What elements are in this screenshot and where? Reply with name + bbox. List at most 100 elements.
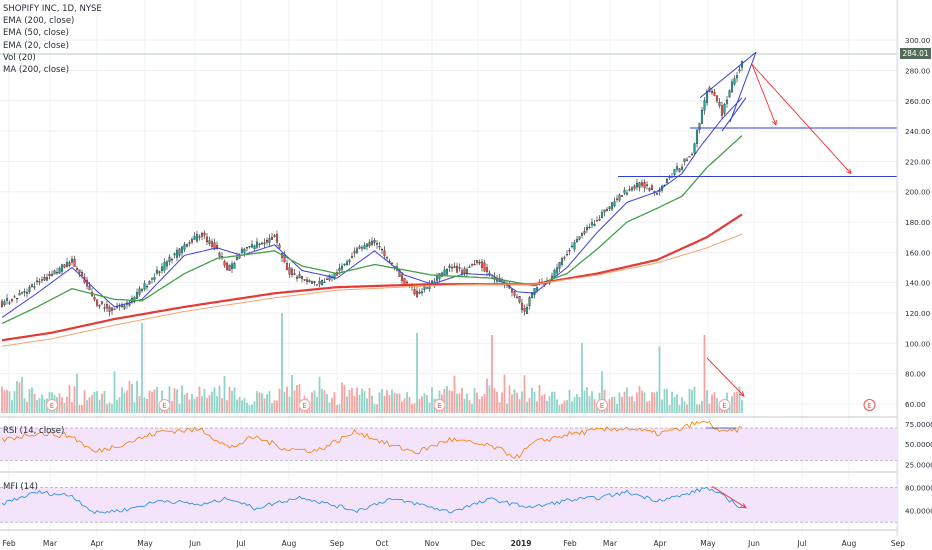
- volume-bar: [413, 403, 416, 413]
- candle: [210, 238, 214, 250]
- y-tick-label: 100.00: [905, 339, 931, 348]
- candle: [310, 280, 314, 284]
- candle-body: [203, 232, 206, 236]
- volume-bar: [191, 394, 193, 413]
- y-tick-label: 260.00: [905, 97, 931, 106]
- earnings-marker: E: [718, 399, 731, 411]
- volume-bar: [216, 396, 218, 413]
- candle-body: [138, 288, 141, 295]
- volume-bar: [408, 397, 411, 413]
- candle-body: [318, 281, 321, 285]
- candle-body: [180, 246, 184, 253]
- candle-body: [35, 280, 39, 283]
- volume-bar: [231, 390, 233, 413]
- candle: [590, 218, 594, 229]
- candle-body: [303, 279, 306, 281]
- candle-body: [610, 202, 614, 210]
- volume-bar: [503, 374, 506, 413]
- volume-bar: [126, 390, 128, 413]
- legend-vol[interactable]: Vol (20): [3, 52, 36, 63]
- candle: [68, 260, 71, 268]
- volume-bar: [621, 396, 623, 413]
- volume-bar: [673, 396, 676, 413]
- candle-body: [178, 248, 181, 256]
- candle: [170, 257, 174, 264]
- candle-body: [570, 245, 574, 247]
- x-tick-label: Sep: [330, 539, 344, 548]
- mfi-label[interactable]: MFI (14): [3, 482, 38, 492]
- x-tick-label: Mar: [603, 539, 618, 548]
- y-tick-label: 200.00: [905, 188, 931, 197]
- volume-bar: [186, 392, 188, 413]
- volume-bar: [378, 392, 381, 413]
- candle: [650, 183, 654, 191]
- candle: [443, 265, 446, 276]
- candle-body: [728, 90, 731, 98]
- candle: [53, 269, 56, 275]
- rsi-label[interactable]: RSI (14, close): [3, 426, 65, 436]
- candle: [725, 95, 729, 108]
- candle-body: [735, 75, 739, 79]
- volume-bar: [576, 393, 578, 413]
- candle: [70, 255, 74, 266]
- candle: [30, 283, 34, 288]
- candle-body: [445, 269, 449, 275]
- volume-bar: [686, 404, 688, 413]
- earnings-marker-text: E: [302, 402, 306, 410]
- candle-body: [158, 271, 161, 273]
- candle-body: [300, 276, 304, 279]
- volume-bar: [248, 404, 251, 413]
- volume-bar: [318, 376, 321, 413]
- candle: [168, 254, 171, 266]
- candle-body: [210, 241, 214, 247]
- candle: [198, 234, 201, 241]
- candle: [123, 303, 126, 311]
- candle: [585, 224, 589, 234]
- candle: [40, 276, 44, 283]
- volume-bar: [461, 387, 463, 413]
- candle: [695, 129, 699, 148]
- candle-body: [615, 198, 619, 200]
- candle-body: [733, 78, 736, 85]
- x-tick-label: Aug: [842, 539, 857, 548]
- volume-bar: [203, 388, 206, 413]
- volume-bar: [58, 393, 61, 413]
- volume-bar: [273, 400, 276, 413]
- volume-bar: [283, 391, 286, 413]
- candle-body: [613, 201, 616, 207]
- candle-body: [578, 236, 581, 240]
- candle: [468, 264, 471, 268]
- last-price-tag: 284.01: [900, 48, 931, 59]
- candle-body: [518, 296, 521, 303]
- legend-ema50[interactable]: EMA (50, close): [3, 28, 69, 39]
- candle: [640, 179, 644, 188]
- candle: [20, 291, 24, 295]
- volume-bar: [293, 390, 296, 413]
- candle: [365, 243, 369, 251]
- candle-body: [675, 166, 679, 170]
- legend-ema200[interactable]: EMA (200, close): [3, 16, 75, 27]
- volume-bar: [263, 398, 266, 413]
- candle-body: [443, 269, 446, 275]
- volume-bar: [358, 395, 361, 413]
- candle-body: [148, 281, 151, 285]
- candle-body: [390, 262, 394, 264]
- candle: [518, 295, 521, 304]
- candle-body: [320, 280, 324, 286]
- candle: [665, 177, 669, 185]
- candle-body: [655, 193, 659, 195]
- legend-ma200[interactable]: MA (200, close): [3, 65, 70, 76]
- candle: [45, 273, 49, 282]
- volume-bar: [223, 376, 226, 413]
- candle-body: [145, 285, 149, 288]
- candle: [570, 241, 574, 249]
- volume-bar: [688, 388, 691, 413]
- volume-divergence-arrow: [706, 357, 745, 397]
- legend-ema20[interactable]: EMA (20, close): [3, 40, 69, 51]
- rsi-tick-label: 25.0000: [905, 460, 932, 469]
- volume-bar: [136, 380, 138, 413]
- volume-bar: [411, 403, 413, 413]
- candle: [178, 248, 181, 258]
- y-tick-label: 80.00: [905, 370, 926, 379]
